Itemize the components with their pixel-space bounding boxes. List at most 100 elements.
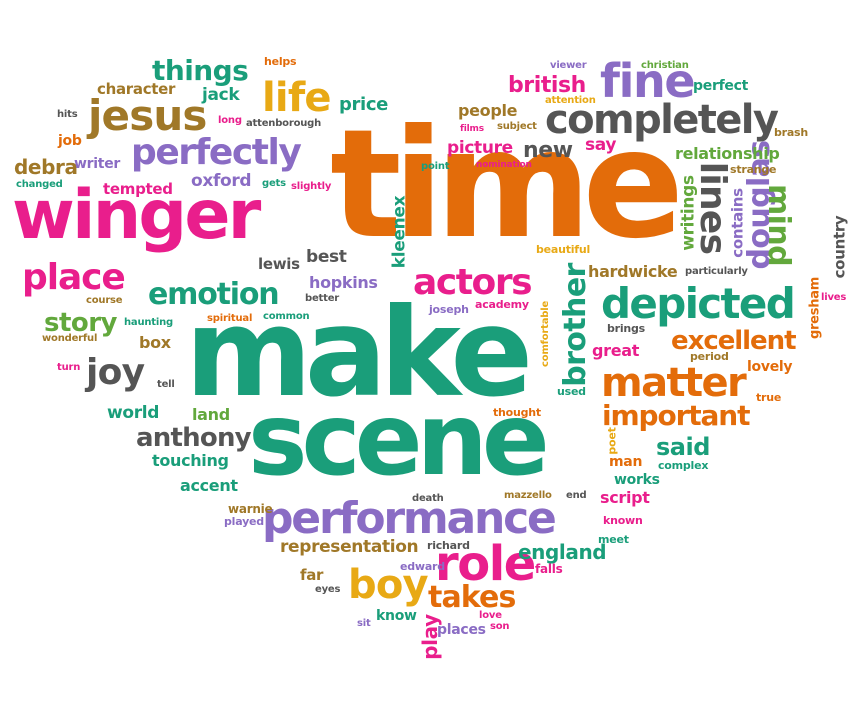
word-death: death: [412, 493, 444, 504]
word-best: best: [306, 247, 347, 267]
word-takes: takes: [428, 580, 516, 615]
word-story: story: [44, 308, 117, 338]
word-changed: changed: [16, 179, 63, 190]
word-viewer: viewer: [550, 60, 587, 71]
word-falls: falls: [535, 562, 563, 576]
word-sit: sit: [357, 618, 371, 629]
word-complex: complex: [658, 459, 709, 472]
word-matter: matter: [601, 360, 747, 406]
word-place: place: [22, 257, 126, 298]
word-point: point: [421, 161, 450, 172]
word-course: course: [86, 295, 123, 306]
word-scene: scene: [248, 381, 550, 498]
word-depicted: depicted: [601, 279, 796, 328]
word-strange: strange: [730, 163, 777, 176]
word-hits: hits: [57, 109, 78, 120]
word-job: job: [58, 133, 82, 149]
word-accent: accent: [180, 476, 238, 495]
word-warnie: warnie: [228, 502, 273, 516]
word-life: life: [262, 75, 332, 121]
word-subject: subject: [497, 121, 537, 132]
word-british: british: [508, 73, 586, 98]
word-character: character: [97, 80, 176, 98]
word-attenborough: attenborough: [246, 118, 322, 129]
word-turn: turn: [57, 362, 81, 373]
word-lives: lives: [821, 292, 847, 303]
word-true: true: [756, 391, 782, 404]
word-academy: academy: [475, 298, 529, 311]
word-films: films: [460, 124, 484, 134]
word-touching: touching: [152, 451, 229, 470]
word-representation: representation: [280, 537, 419, 557]
word-hopkins: hopkins: [309, 273, 378, 292]
word-played: played: [224, 515, 264, 528]
word-mazzello: mazzello: [504, 490, 552, 501]
word-box: box: [139, 333, 171, 352]
word-anthony: anthony: [136, 423, 252, 453]
word-make: make: [185, 282, 533, 424]
word-perfect: perfect: [693, 78, 749, 94]
word-new: new: [523, 138, 573, 163]
word-say: say: [585, 135, 617, 155]
word-common: common: [263, 311, 310, 322]
word-said: said: [656, 433, 710, 461]
word-tempted: tempted: [103, 180, 173, 198]
word-joseph: joseph: [429, 303, 469, 316]
word-actors: actors: [413, 262, 533, 303]
word-comfortable: comfortable: [540, 300, 551, 368]
word-better: better: [305, 293, 340, 304]
word-jesus: jesus: [88, 91, 207, 140]
word-end: end: [566, 490, 587, 501]
word-love: love: [479, 610, 502, 621]
word-country: country: [830, 215, 849, 279]
word-writings: writings: [678, 175, 699, 251]
word-known: known: [603, 514, 643, 527]
word-kleenex: kleenex: [389, 195, 410, 269]
word-brother: brother: [558, 263, 593, 387]
word-role: role: [435, 536, 536, 592]
word-particularly: particularly: [685, 266, 748, 277]
word-things: things: [152, 54, 249, 87]
word-relationship: relationship: [675, 144, 780, 163]
word-land: land: [192, 405, 230, 424]
word-attention: attention: [545, 95, 596, 106]
word-time: time: [330, 98, 684, 272]
word-tell: tell: [157, 379, 175, 390]
word-brings: brings: [607, 322, 646, 335]
word-richard: richard: [427, 539, 470, 552]
word-meet: meet: [598, 533, 629, 546]
word-contains: contains: [728, 188, 747, 258]
word-picture: picture: [447, 138, 513, 158]
word-slightly: slightly: [291, 181, 332, 192]
word-winger: winger: [12, 176, 261, 255]
word-works: works: [614, 472, 660, 488]
word-completely: completely: [545, 97, 779, 143]
word-brash: brash: [774, 126, 809, 139]
word-price: price: [339, 94, 389, 115]
word-places: places: [437, 622, 486, 638]
word-helps: helps: [264, 55, 297, 68]
word-gresham: gresham: [807, 276, 823, 340]
word-boy: boy: [348, 562, 429, 608]
word-fine: fine: [600, 54, 696, 108]
word-period: period: [690, 350, 729, 363]
word-emotion: emotion: [148, 277, 280, 312]
word-eyes: eyes: [315, 584, 341, 595]
word-world: world: [107, 403, 160, 423]
word-wonderful: wonderful: [42, 333, 98, 344]
word-hardwicke: hardwicke: [588, 262, 678, 281]
word-used: used: [557, 385, 586, 398]
word-far: far: [300, 566, 324, 584]
word-people: people: [458, 101, 518, 120]
word-spiritual: spiritual: [207, 313, 253, 324]
word-thought: thought: [493, 406, 541, 419]
word-important: important: [602, 399, 751, 432]
word-son: son: [490, 621, 510, 632]
word-lines: lines: [692, 161, 733, 255]
word-haunting: haunting: [124, 317, 173, 328]
word-perfectly: perfectly: [131, 132, 302, 173]
word-oxford: oxford: [191, 171, 252, 191]
word-mind: mind: [761, 184, 796, 266]
word-lovely: lovely: [747, 359, 793, 375]
